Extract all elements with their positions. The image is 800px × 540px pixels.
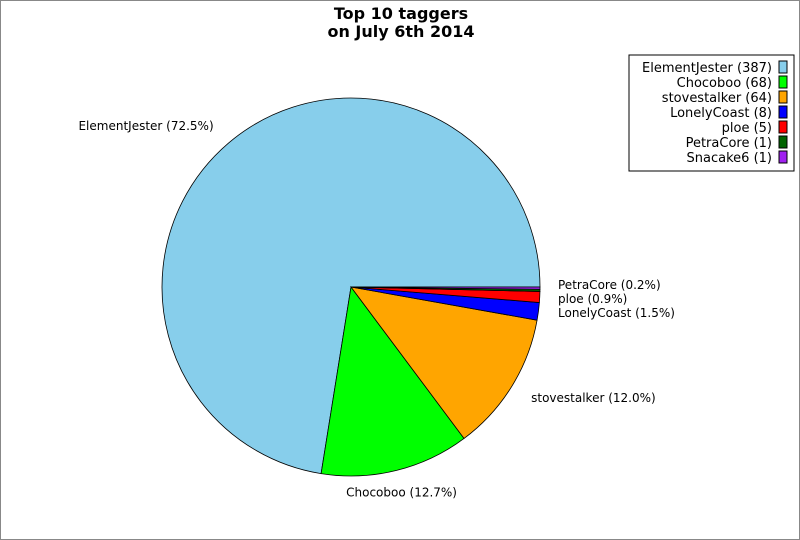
chart-title-line-2: on July 6th 2014 <box>327 22 474 41</box>
legend-swatch-chocoboo <box>778 75 788 89</box>
legend-swatch-elementjester <box>778 60 788 74</box>
legend-label-lonelycoast: LonelyCoast (8) <box>670 106 772 121</box>
legend-label-petracore: PetraCore (1) <box>686 136 772 151</box>
slice-label-chocoboo: Chocoboo (12.7%) <box>346 486 457 500</box>
legend-swatch-snacake6 <box>778 150 788 164</box>
legend-swatch-ploe <box>778 120 788 134</box>
slice-label-petracore: PetraCore (0.2%) <box>558 278 661 292</box>
pie-slice-snacake6 <box>350 286 541 290</box>
legend-label-chocoboo: Chocoboo (68) <box>677 76 772 91</box>
legend-label-snacake6: Snacake6 (1) <box>687 151 772 166</box>
pie-slice-stovestalker <box>350 286 538 440</box>
legend: ElementJester (387)Chocoboo (68)stovesta… <box>628 54 795 172</box>
legend-swatch-lonelycoast <box>778 105 788 119</box>
slice-label-stovestalker: stovestalker (12.0%) <box>531 391 656 405</box>
legend-label-elementjester: ElementJester (387) <box>642 61 772 76</box>
slice-label-elementjester: ElementJester (72.5%) <box>78 119 213 133</box>
chart-title-line-1: Top 10 taggers <box>334 4 468 23</box>
pie-slice-chocoboo <box>320 286 465 477</box>
slice-label-lonelycoast: LonelyCoast (1.5%) <box>558 306 675 320</box>
pie-slice-elementjester <box>161 97 541 475</box>
legend-swatch-stovestalker <box>778 90 788 104</box>
legend-swatch-petracore <box>778 135 788 149</box>
legend-box <box>628 54 795 172</box>
slice-label-ploe: ploe (0.9%) <box>558 292 627 306</box>
legend-label-stovestalker: stovestalker (64) <box>662 91 772 106</box>
legend-label-ploe: ploe (5) <box>722 121 772 136</box>
